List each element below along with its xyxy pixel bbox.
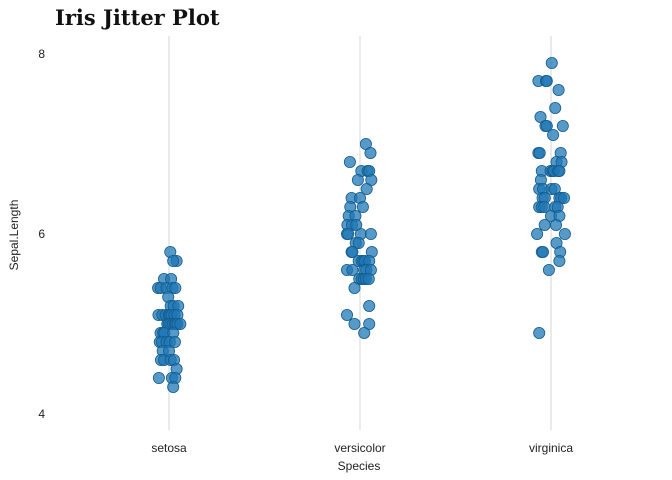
data-point-versicolor bbox=[357, 201, 368, 212]
data-point-virginica bbox=[550, 219, 561, 230]
data-point-setosa bbox=[168, 381, 179, 392]
data-point-virginica bbox=[553, 84, 564, 95]
data-point-virginica bbox=[534, 147, 545, 158]
data-point-virginica bbox=[554, 255, 565, 266]
data-point-virginica bbox=[541, 75, 552, 86]
data-point-virginica bbox=[550, 102, 561, 113]
chart-title: Iris Jitter Plot bbox=[55, 5, 220, 30]
data-point-versicolor bbox=[359, 327, 370, 338]
data-point-setosa bbox=[168, 255, 179, 266]
data-point-virginica bbox=[559, 228, 570, 239]
y-axis-ticks: 4 6 8 bbox=[38, 47, 45, 421]
data-point-setosa bbox=[153, 372, 164, 383]
y-tick-label-4: 4 bbox=[38, 407, 45, 421]
data-point-versicolor bbox=[365, 228, 376, 239]
data-point-versicolor bbox=[364, 300, 375, 311]
y-tick-label-8: 8 bbox=[38, 47, 45, 61]
data-point-virginica bbox=[532, 228, 543, 239]
data-point-virginica bbox=[534, 327, 545, 338]
y-axis-title: Sepal.Length bbox=[7, 200, 21, 271]
data-point-virginica bbox=[546, 57, 557, 68]
data-point-versicolor bbox=[349, 282, 360, 293]
x-tick-label-setosa: setosa bbox=[151, 441, 187, 455]
data-points bbox=[153, 57, 571, 392]
data-point-versicolor bbox=[349, 318, 360, 329]
data-point-virginica bbox=[557, 120, 568, 131]
x-axis-title: Species bbox=[338, 459, 381, 473]
data-point-versicolor bbox=[365, 147, 376, 158]
x-axis-ticks: setosa versicolor virginica bbox=[151, 441, 573, 455]
y-tick-label-6: 6 bbox=[38, 227, 45, 241]
data-point-versicolor bbox=[341, 309, 352, 320]
data-point-virginica bbox=[537, 246, 548, 257]
x-tick-label-versicolor: versicolor bbox=[334, 441, 385, 455]
data-point-versicolor bbox=[344, 156, 355, 167]
data-point-virginica bbox=[554, 165, 565, 176]
data-point-virginica bbox=[548, 129, 559, 140]
data-point-virginica bbox=[539, 219, 550, 230]
x-tick-label-virginica: virginica bbox=[529, 441, 573, 455]
data-point-versicolor bbox=[363, 273, 374, 284]
data-point-versicolor bbox=[352, 174, 363, 185]
data-point-versicolor bbox=[343, 228, 354, 239]
data-point-virginica bbox=[543, 264, 554, 275]
